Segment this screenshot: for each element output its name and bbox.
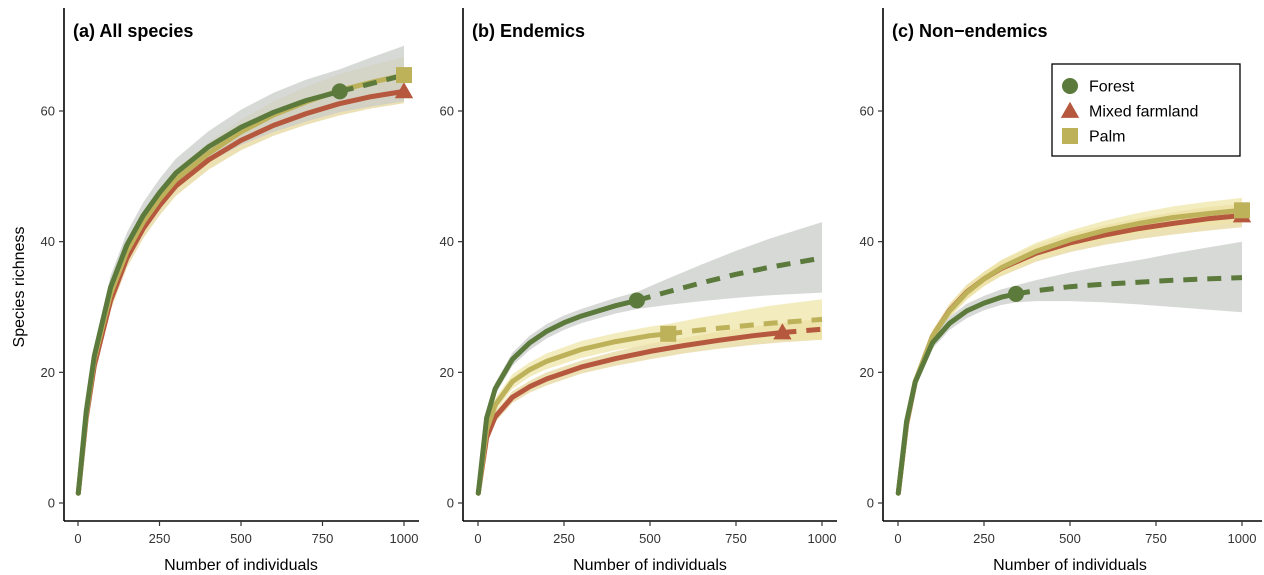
x-tick-label: 750 xyxy=(725,531,747,546)
y-tick-label: 40 xyxy=(41,234,55,249)
ci-band-palm xyxy=(478,299,822,494)
panel-3: 0 20 40 60 0 250 500 750 1000 Number of individua… xyxy=(860,8,1262,574)
x-axis-title: Number of individuals xyxy=(164,557,318,574)
x-tick-label: 0 xyxy=(894,531,901,546)
x-tick-label: 1000 xyxy=(1228,531,1257,546)
x-tick-label: 500 xyxy=(230,531,252,546)
x-axis-title: Number of individuals xyxy=(573,557,727,574)
y-axis-title: Species richness xyxy=(11,227,28,348)
observed-point-forest xyxy=(1007,285,1024,302)
y-tick-label: 40 xyxy=(440,234,454,249)
y-tick-label: 0 xyxy=(48,496,55,511)
x-tick-label: 750 xyxy=(312,531,334,546)
y-tick-label: 0 xyxy=(867,496,874,511)
observed-point-forest xyxy=(331,83,348,100)
legend-box xyxy=(1051,63,1241,157)
x-tick-label: 1000 xyxy=(808,531,837,546)
y-tick-label: 60 xyxy=(41,104,55,119)
x-tick-label: 500 xyxy=(639,531,661,546)
y-tick-label: 20 xyxy=(440,365,454,380)
legend: Forest Mixed farmland Palm xyxy=(1051,63,1241,157)
ci-band-forest xyxy=(78,45,405,494)
legend-label-forest: Forest xyxy=(1089,79,1135,96)
y-tick-label: 20 xyxy=(860,365,874,380)
line-interpolated-forest xyxy=(895,291,1019,496)
line-extrapolated-forest xyxy=(339,72,405,94)
x-tick-label: 250 xyxy=(553,531,575,546)
observed-point-mixed-farmland xyxy=(394,82,414,99)
x-tick-label: 0 xyxy=(474,531,481,546)
panel-2: 0 20 40 60 0 250 500 750 1000 Number of individua… xyxy=(440,8,837,574)
observed-point-forest xyxy=(628,292,645,309)
line-extrapolated-forest xyxy=(636,255,823,303)
y-tick-label: 60 xyxy=(440,104,454,119)
legend-square-icon xyxy=(1062,128,1078,144)
panel-1: 0 20 40 60 0 250 500 750 1000 Number of individua… xyxy=(41,8,419,574)
legend-label-mixed-farmland: Mixed farmland xyxy=(1089,104,1198,121)
panel-title: (c) Non−endemics xyxy=(892,21,1048,41)
line-extrapolated-forest xyxy=(1015,275,1243,297)
line-interpolated-mixed-farmland xyxy=(75,88,407,496)
y-tick-label: 40 xyxy=(860,234,874,249)
line-extrapolated-mixed-farmland xyxy=(782,326,823,335)
legend-label-palm: Palm xyxy=(1089,129,1125,146)
ci-band-palm xyxy=(898,197,1242,494)
panel-title: (b) Endemics xyxy=(472,21,585,41)
legend-circle-icon xyxy=(1062,78,1078,94)
x-tick-label: 1000 xyxy=(390,531,419,546)
observed-point-mixed-farmland xyxy=(773,323,792,340)
x-tick-label: 750 xyxy=(1145,531,1167,546)
line-interpolated-forest xyxy=(475,298,640,496)
x-tick-label: 250 xyxy=(149,531,171,546)
panels: 0 20 40 60 0 250 500 750 1000 Number of individua… xyxy=(41,8,1262,574)
line-interpolated-forest xyxy=(75,88,343,496)
line-interpolated-palm xyxy=(475,331,671,496)
y-tick-label: 0 xyxy=(447,496,454,511)
y-tick-label: 20 xyxy=(41,365,55,380)
x-tick-label: 250 xyxy=(973,531,995,546)
legend-triangle-icon xyxy=(1060,101,1080,118)
y-tick-label: 60 xyxy=(860,104,874,119)
observed-point-palm xyxy=(1234,202,1250,219)
panel-title: (a) All species xyxy=(73,21,193,41)
line-interpolated-mixed-farmland xyxy=(475,330,785,496)
observed-point-palm xyxy=(660,325,677,342)
x-tick-label: 0 xyxy=(74,531,81,546)
x-tick-label: 500 xyxy=(1059,531,1081,546)
x-axis-title: Number of individuals xyxy=(993,557,1147,574)
ci-band-forest xyxy=(478,222,822,494)
observed-point-palm xyxy=(396,67,412,84)
